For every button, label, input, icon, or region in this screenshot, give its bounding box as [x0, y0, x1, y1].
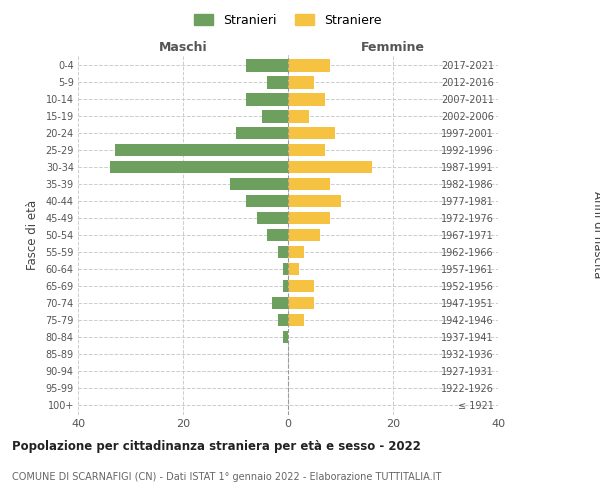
Bar [288, 59, 330, 72]
Bar [288, 178, 330, 190]
Bar [283, 330, 288, 344]
Y-axis label: Fasce di età: Fasce di età [26, 200, 38, 270]
Bar [288, 194, 341, 207]
Bar [288, 314, 304, 326]
Bar [288, 126, 335, 140]
Bar [115, 144, 288, 156]
Bar [277, 314, 288, 326]
Bar [288, 110, 309, 122]
Legend: Stranieri, Straniere: Stranieri, Straniere [190, 8, 386, 32]
Bar [246, 59, 288, 72]
Bar [288, 212, 330, 224]
Bar [246, 194, 288, 207]
Bar [277, 246, 288, 258]
Bar [288, 296, 314, 310]
Bar [235, 126, 288, 140]
Bar [267, 228, 288, 241]
Bar [110, 160, 288, 173]
Bar [288, 93, 325, 106]
Bar [257, 212, 288, 224]
Bar [230, 178, 288, 190]
Bar [288, 160, 372, 173]
Bar [288, 246, 304, 258]
Bar [246, 93, 288, 106]
Bar [272, 296, 288, 310]
Bar [283, 262, 288, 276]
Bar [283, 280, 288, 292]
Text: COMUNE DI SCARNAFIGI (CN) - Dati ISTAT 1° gennaio 2022 - Elaborazione TUTTITALIA: COMUNE DI SCARNAFIGI (CN) - Dati ISTAT 1… [12, 472, 442, 482]
Bar [262, 110, 288, 122]
Bar [267, 76, 288, 88]
Text: Femmine: Femmine [361, 41, 425, 54]
Bar [288, 280, 314, 292]
Bar [288, 76, 314, 88]
Bar [288, 262, 299, 276]
Bar [288, 144, 325, 156]
Text: Anni di nascita: Anni di nascita [590, 192, 600, 278]
Text: Maschi: Maschi [158, 41, 208, 54]
Text: Popolazione per cittadinanza straniera per età e sesso - 2022: Popolazione per cittadinanza straniera p… [12, 440, 421, 453]
Bar [288, 228, 320, 241]
